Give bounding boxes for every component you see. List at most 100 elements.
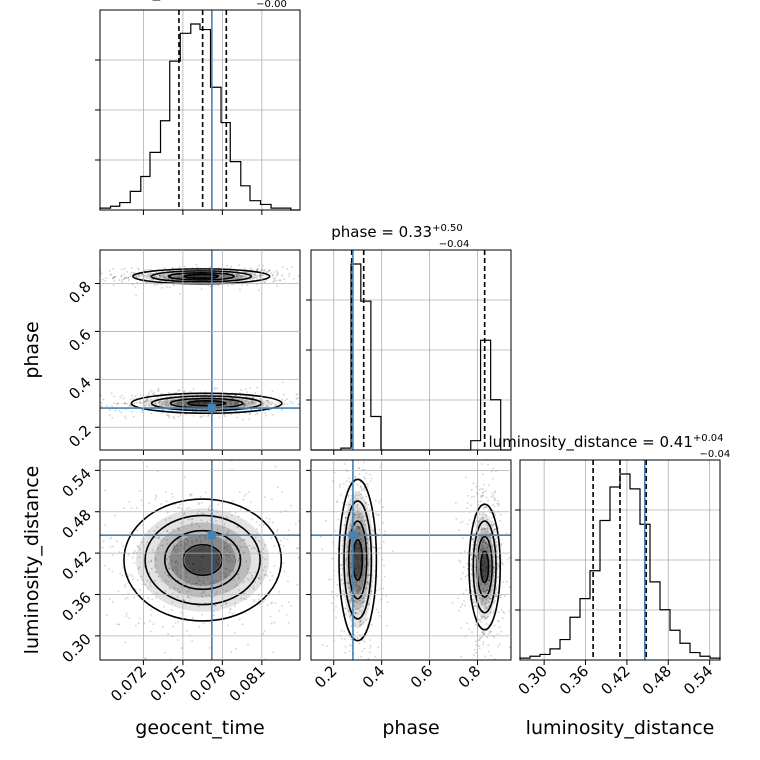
sample-point — [491, 545, 493, 548]
sample-point — [480, 463, 483, 465]
sample-point — [105, 614, 108, 617]
sample-point — [481, 631, 484, 634]
sample-point — [363, 666, 365, 668]
sample-point — [483, 562, 486, 565]
sample-point — [360, 497, 363, 499]
sample-point — [163, 267, 166, 269]
sample-point — [110, 536, 113, 539]
sample-point — [356, 509, 359, 512]
sample-point — [355, 557, 357, 560]
sample-point — [275, 577, 278, 580]
sample-point — [236, 398, 239, 401]
sample-point — [131, 410, 134, 413]
sample-point — [202, 591, 205, 594]
sample-point — [177, 528, 180, 530]
sample-point — [370, 477, 373, 480]
sample-point — [353, 554, 356, 557]
sample-point — [349, 557, 352, 560]
sample-point — [189, 493, 192, 496]
sample-point — [489, 576, 492, 579]
sample-point — [185, 401, 188, 404]
sample-point — [140, 411, 143, 414]
sample-point — [147, 530, 150, 533]
sample-point — [149, 398, 152, 401]
sample-point — [265, 275, 268, 277]
sample-point — [191, 540, 194, 543]
sample-point — [165, 403, 168, 406]
sample-point — [355, 546, 358, 549]
sample-point — [382, 506, 384, 509]
sample-point — [196, 559, 199, 562]
sample-point — [481, 597, 483, 600]
sample-point — [242, 405, 245, 408]
sample-point — [298, 519, 300, 522]
sample-point — [278, 610, 281, 612]
sample-point — [371, 545, 374, 548]
sample-point — [474, 555, 477, 558]
sample-point — [492, 549, 495, 552]
sample-point — [471, 598, 474, 601]
sample-point — [244, 271, 247, 273]
sample-point — [139, 402, 142, 405]
sample-point — [356, 590, 359, 593]
sample-point — [493, 570, 496, 572]
sample-point — [139, 617, 141, 620]
sample-point — [124, 641, 127, 644]
sample-point — [487, 596, 490, 598]
sample-point — [377, 646, 380, 649]
truth-marker — [207, 404, 216, 413]
sample-point — [149, 630, 152, 633]
sample-point — [206, 451, 208, 453]
x-tick-label: 0.072 — [107, 662, 150, 705]
sample-point — [361, 612, 363, 614]
sample-point — [359, 551, 362, 553]
x-axis-label-luminosity_distance: luminosity_distance — [526, 717, 715, 739]
sample-point — [204, 538, 207, 541]
sample-point — [325, 592, 327, 594]
sample-point — [460, 655, 462, 658]
sample-point — [137, 567, 140, 570]
sample-point — [124, 597, 127, 600]
sample-point — [97, 395, 99, 397]
sample-point — [227, 404, 230, 407]
sample-point — [357, 494, 360, 497]
sample-point — [362, 515, 364, 518]
sample-point — [248, 413, 251, 416]
sample-point — [186, 596, 189, 598]
sample-point — [358, 599, 360, 602]
sample-point — [162, 408, 165, 411]
sample-point — [177, 276, 180, 279]
sample-point — [491, 673, 493, 675]
sample-point — [148, 502, 150, 505]
sample-point — [358, 587, 361, 590]
sample-point — [231, 272, 234, 275]
sample-point — [245, 388, 247, 391]
sample-point — [367, 582, 370, 585]
sample-point — [364, 640, 366, 643]
sample-point — [166, 529, 168, 532]
x-tick-label: 0.4 — [359, 662, 389, 692]
sample-point — [358, 547, 361, 550]
sample-point — [270, 622, 273, 625]
sample-point — [459, 521, 462, 524]
sample-point — [354, 611, 357, 614]
sample-point — [147, 597, 150, 600]
sample-point — [494, 527, 497, 530]
sample-point — [355, 612, 358, 615]
sample-point — [283, 278, 285, 281]
sample-point — [184, 537, 187, 540]
sample-point — [236, 402, 239, 405]
sample-point — [140, 394, 142, 397]
sample-point — [353, 563, 356, 565]
sample-point — [362, 605, 364, 608]
sample-point — [217, 284, 220, 286]
sample-point — [337, 518, 340, 521]
sample-point — [138, 274, 141, 277]
sample-point — [122, 545, 125, 547]
sample-point — [482, 575, 484, 577]
sample-point — [488, 509, 490, 512]
sample-point — [198, 402, 201, 405]
sample-point — [341, 568, 344, 570]
sample-point — [209, 275, 212, 278]
sample-point — [488, 597, 491, 600]
